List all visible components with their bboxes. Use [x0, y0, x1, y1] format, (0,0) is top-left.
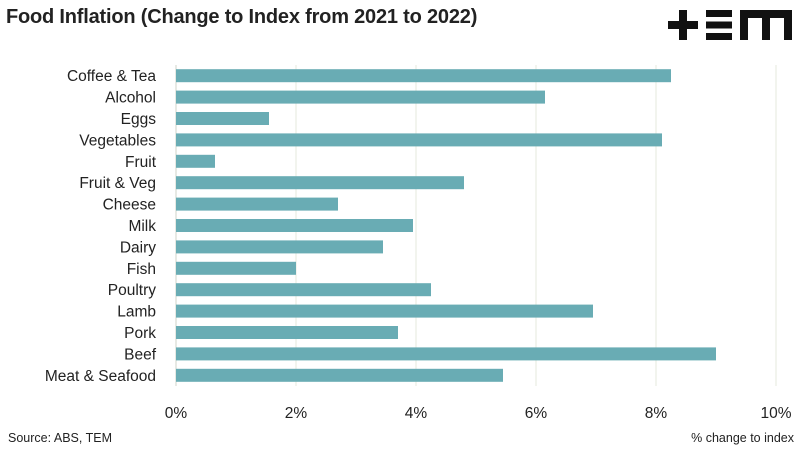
- bar: [176, 240, 383, 254]
- bar: [176, 326, 398, 339]
- category-label: Dairy: [120, 239, 156, 256]
- category-label: Beef: [124, 346, 157, 363]
- x-tick-label: 0%: [165, 405, 188, 422]
- category-label: Poultry: [108, 282, 156, 299]
- x-tick-label: 10%: [760, 405, 791, 422]
- bar: [176, 176, 464, 190]
- bar: [176, 368, 503, 382]
- bars: [176, 69, 716, 382]
- bar: [176, 261, 296, 275]
- bar: [176, 283, 431, 297]
- x-tick-label: 4%: [405, 405, 428, 422]
- source-note: Source: ABS, TEM: [8, 431, 112, 445]
- x-tick-labels: 0% 2% 4% 6% 8% 10%: [165, 405, 792, 422]
- category-label: Coffee & Tea: [67, 68, 156, 85]
- category-label: Fruit & Veg: [79, 175, 156, 192]
- category-label: Cheese: [103, 197, 156, 214]
- category-labels: Coffee & Tea Alcohol Eggs Vegetables Fruit Fr…: [45, 68, 157, 385]
- bar: [176, 219, 413, 232]
- category-label: Lamb: [117, 304, 156, 321]
- category-label: Vegetables: [79, 132, 156, 149]
- category-label: Fruit: [125, 154, 157, 171]
- bar: [176, 347, 716, 361]
- bar: [176, 304, 593, 318]
- bar: [176, 133, 662, 147]
- bar: [176, 197, 338, 211]
- tem-logo: [668, 10, 792, 40]
- x-tick-label: 2%: [285, 405, 308, 422]
- bar: [176, 90, 545, 104]
- bar: [176, 112, 269, 125]
- category-label: Pork: [124, 325, 156, 342]
- x-tick-label: 8%: [645, 405, 668, 422]
- category-label: Eggs: [121, 111, 157, 128]
- x-tick-label: 6%: [525, 405, 548, 422]
- x-axis-label: % change to index: [691, 431, 794, 445]
- chart-title: Food Inflation (Change to Index from 202…: [6, 6, 478, 28]
- bar: [176, 69, 671, 83]
- bar: [176, 154, 215, 168]
- category-label: Meat & Seafood: [45, 368, 156, 385]
- category-label: Alcohol: [105, 90, 156, 107]
- category-label: Fish: [127, 261, 156, 278]
- category-label: Milk: [128, 218, 156, 235]
